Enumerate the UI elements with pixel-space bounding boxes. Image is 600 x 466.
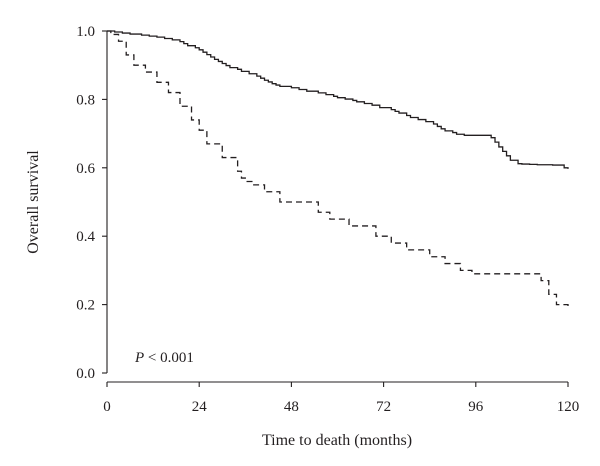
y-ticks: 0.0 0.2 0.4 0.6 0.8 1.0	[76, 24, 107, 382]
y-tick-label: 0.8	[76, 92, 95, 108]
y-tick-label: 0.2	[76, 298, 95, 314]
x-tick-label: 96	[468, 399, 484, 415]
x-tick-label: 24	[192, 399, 208, 415]
y-tick-label: 0.0	[76, 366, 95, 382]
series-layer	[107, 30, 569, 306]
y-axis-label: Overall survival	[25, 150, 42, 254]
y-tick-label: 0.6	[76, 161, 95, 177]
p-value-annotation: P < 0.001	[134, 350, 194, 366]
y-tick-label: 1.0	[76, 24, 95, 40]
p-value-text: < 0.001	[144, 350, 194, 366]
x-tick-label: 48	[284, 399, 299, 415]
x-tick-label: 72	[376, 399, 391, 415]
survival-curve-solid	[107, 30, 569, 169]
survival-curve-dashed	[107, 30, 569, 306]
x-ticks: 0 24 48 72 96 120	[103, 382, 579, 415]
plot-area: 0 24 48 72 96 120 0.0 0.2 0.4 0.6 0.8 1.0	[76, 24, 579, 415]
y-tick-label: 0.4	[76, 229, 95, 245]
x-axis-label: Time to death (months)	[262, 432, 412, 449]
x-tick-label: 0	[103, 399, 111, 415]
p-value-symbol: P	[134, 350, 144, 366]
x-tick-label: 120	[557, 399, 580, 415]
